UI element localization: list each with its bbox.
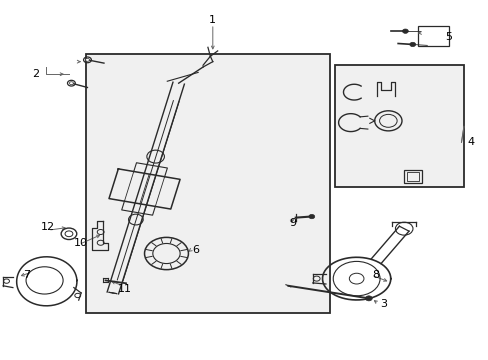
Text: 6: 6	[192, 245, 199, 255]
Bar	[417, 26, 448, 45]
Bar	[86, 54, 329, 313]
Text: 9: 9	[289, 218, 296, 228]
Text: 12: 12	[41, 222, 55, 231]
Text: 1: 1	[209, 15, 216, 26]
Circle shape	[402, 29, 407, 33]
Bar	[406, 172, 418, 181]
Bar	[403, 170, 421, 183]
Text: 4: 4	[467, 138, 474, 147]
Circle shape	[365, 296, 371, 301]
Text: 3: 3	[379, 299, 386, 309]
Text: 10: 10	[74, 238, 88, 248]
Circle shape	[85, 58, 89, 61]
Circle shape	[409, 42, 415, 46]
Text: 2: 2	[32, 69, 40, 79]
Circle shape	[308, 215, 314, 219]
Text: 8: 8	[372, 270, 379, 280]
Circle shape	[69, 82, 73, 85]
Text: 7: 7	[23, 270, 31, 280]
Text: 11: 11	[118, 284, 132, 294]
Text: 5: 5	[444, 32, 451, 41]
Bar	[334, 65, 463, 187]
